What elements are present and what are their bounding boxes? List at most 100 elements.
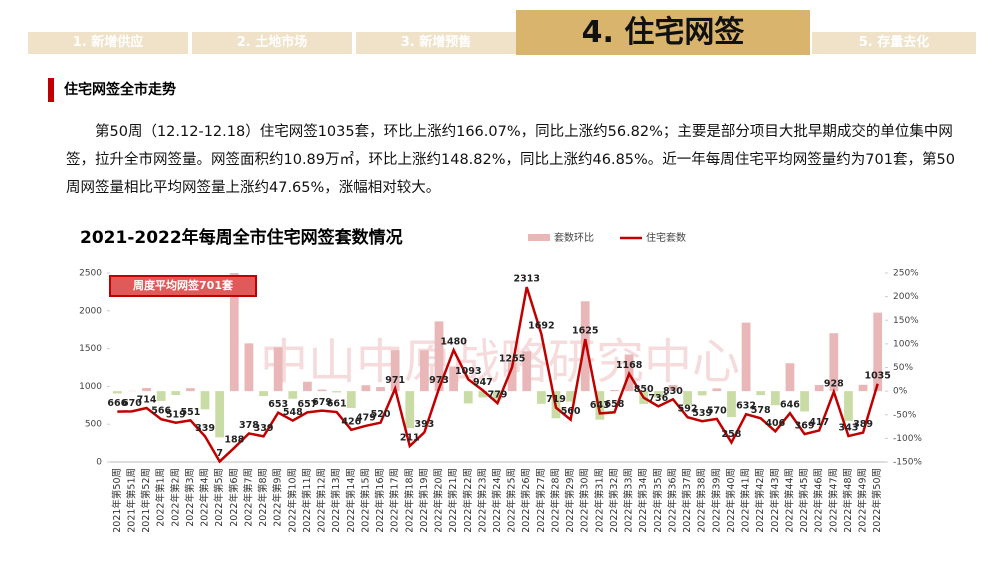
bar <box>727 391 736 417</box>
annotation-box <box>109 275 257 297</box>
x-tick-label: 2022年第25周 <box>506 468 518 533</box>
data-label: 679 <box>312 397 332 408</box>
y2-tick-label: 250% <box>893 269 919 279</box>
data-label: 520 <box>371 409 391 420</box>
y2-tick-label: 150% <box>893 316 919 326</box>
active-tab[interactable]: 4. 住宅网签 <box>516 10 810 55</box>
data-label: 658 <box>605 399 625 410</box>
line <box>117 286 879 464</box>
x-tick-label: 2022年第9周 <box>272 468 284 527</box>
bar <box>215 391 225 438</box>
data-label: 670 <box>122 398 142 409</box>
x-tick-label: 2022年第12周 <box>316 468 328 533</box>
y-tick-label: 2000 <box>79 306 102 316</box>
bar <box>683 391 692 405</box>
data-label: 2313 <box>514 274 540 285</box>
x-tick-label: 2022年第7周 <box>242 468 254 527</box>
x-tick-label: 2022年第38周 <box>696 468 708 533</box>
bar <box>434 321 444 392</box>
bars <box>112 273 883 438</box>
bar <box>493 391 502 400</box>
x-tick-label: 2022年第32周 <box>608 468 620 533</box>
y-tick-label: 500 <box>85 420 102 430</box>
bar <box>273 347 283 392</box>
bar <box>449 366 459 392</box>
x-tick-label: 2022年第22周 <box>462 468 474 533</box>
x-tick-label: 2022年第40周 <box>725 468 737 533</box>
x-tick-label: 2022年第33周 <box>623 468 635 533</box>
data-label: 479 <box>356 412 376 423</box>
watermark: 中山中原战略研究中心 <box>260 334 740 390</box>
x-tick-label: 2022年第23周 <box>476 468 488 533</box>
y2-tick-label: -50% <box>893 410 917 420</box>
x-tick-label: 2021年第51周 <box>125 468 137 533</box>
data-label: 417 <box>809 417 829 428</box>
data-label: 258 <box>722 429 742 440</box>
data-label: 211 <box>400 433 420 444</box>
data-label: 1625 <box>572 326 598 337</box>
bar <box>259 391 268 396</box>
data-label: 947 <box>473 377 493 388</box>
x-tick-label: 2022年第42周 <box>754 468 766 533</box>
x-tick-label: 2022年第41周 <box>740 468 752 533</box>
bar <box>332 391 342 393</box>
data-label: 339 <box>254 423 274 434</box>
bar <box>376 387 385 392</box>
y2-tick-label: -150% <box>893 458 922 468</box>
data-label: 548 <box>283 407 303 418</box>
bar <box>522 351 532 392</box>
y2-tick-label: 50% <box>893 363 913 373</box>
data-label: 578 <box>751 405 771 416</box>
x-tick-label: 2022年第28周 <box>549 468 561 533</box>
bar <box>303 381 312 392</box>
data-label: 719 <box>546 394 566 405</box>
bar <box>186 388 195 392</box>
x-tick-label: 2022年第2周 <box>169 468 181 527</box>
data-label: 973 <box>429 375 449 386</box>
x-tick-label: 2022年第15周 <box>359 468 371 533</box>
bar <box>507 362 517 392</box>
y-tick-label: 1500 <box>79 344 102 354</box>
bar <box>712 388 722 392</box>
data-label: 1255 <box>499 354 525 365</box>
bar <box>580 301 590 392</box>
bar <box>668 385 678 392</box>
data-label: 830 <box>663 386 683 397</box>
tab[interactable]: 1. 新增供应 <box>28 32 188 54</box>
bar <box>566 391 575 402</box>
y-tick-label: 1000 <box>79 382 102 392</box>
data-label: 566 <box>151 406 171 417</box>
x-tick-label: 2022年第45周 <box>798 468 810 533</box>
x-tick-label: 2022年第21周 <box>447 468 459 533</box>
x-tick-label: 2022年第34周 <box>637 468 649 533</box>
bar <box>536 391 546 404</box>
paragraph: 第50周（12.12-12.18）住宅网签1035套，环比上涨约166.07%，… <box>66 124 955 196</box>
bar <box>873 312 883 392</box>
data-label: 714 <box>137 395 157 406</box>
tab[interactable]: 3. 新增预售 <box>356 32 516 54</box>
x-tick-label: 2021年第50周 <box>111 468 123 533</box>
x-tick-label: 2022年第24周 <box>491 468 503 533</box>
data-label: 653 <box>268 399 288 410</box>
x-tick-label: 2022年第11周 <box>301 468 313 533</box>
x-tick-label: 2022年第26周 <box>520 468 532 533</box>
tab[interactable]: 2. 土地市场 <box>192 32 352 54</box>
data-label: 393 <box>414 419 434 430</box>
tab[interactable]: 5. 存量去化 <box>812 32 976 54</box>
bar <box>390 350 400 392</box>
bar <box>200 391 210 410</box>
bar <box>858 384 868 392</box>
data-label: 343 <box>839 423 859 434</box>
x-tick-label: 2021年第52周 <box>140 468 152 533</box>
chart-title: 2021-2022年每周全市住宅网签套数情况 <box>80 227 403 248</box>
y-tick-label: 0 <box>96 458 102 468</box>
bar <box>142 388 151 392</box>
data-label: 736 <box>648 393 668 404</box>
data-label: 971 <box>385 375 405 386</box>
x-tick-label: 2022年第44周 <box>783 468 795 533</box>
bar <box>317 389 327 392</box>
y2-tick-label: 200% <box>893 292 919 302</box>
x-tick-label: 2022年第37周 <box>681 468 693 533</box>
x-tick-label: 2022年第3周 <box>184 468 196 527</box>
